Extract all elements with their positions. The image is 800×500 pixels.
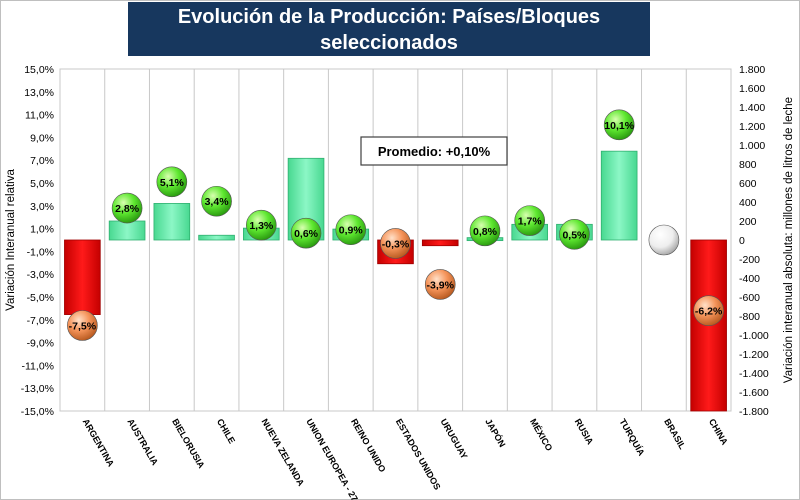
percentage-label: -3,9% (427, 279, 455, 291)
percentage-label: -6,2% (695, 306, 723, 318)
left-tick-label: 15,0% (24, 64, 54, 76)
right-tick-label: 1.600 (739, 83, 765, 95)
percentage-markers: -7,5% 2,8% 5,1% 3,4% 1,3% 0,6% 0,9% -0,3% -3,9% 0… (67, 109, 724, 341)
percentage-label: 0,8% (473, 226, 498, 238)
category-label: CHILE (215, 417, 237, 445)
right-tick-label: 1.400 (739, 102, 765, 114)
percentage-ball (469, 215, 501, 247)
percentage-ball (648, 224, 680, 256)
title-banner: Evolución de la Producción: Países/Bloqu… (128, 2, 650, 74)
right-tick-label: 1.800 (739, 64, 765, 76)
average-annotation: Promedio: +0,10% (360, 136, 508, 166)
right-tick-label: -1.200 (739, 349, 769, 361)
percentage-ball (290, 217, 322, 249)
left-axis-ticks: 15,0% 13,0% 11,0% 9,0% 7,0% 5,0% 3,0% 1,0% -1,0%… (21, 64, 54, 418)
right-tick-label: -400 (739, 273, 760, 285)
right-tick-label: 600 (739, 178, 757, 190)
percentage-label: 3,4% (205, 196, 230, 208)
left-tick-label: -3,0% (27, 269, 54, 281)
right-tick-label: -1.600 (739, 387, 769, 399)
left-tick-label: -5,0% (27, 292, 54, 304)
percentage-ball (603, 109, 635, 141)
category-label: NUEVA ZELANDA (260, 417, 307, 488)
category-label: ESTADOS UNIDOS (394, 417, 443, 492)
percentage-ball (559, 219, 590, 250)
percentage-label: 0,9% (339, 225, 364, 237)
percentage-label: -7,5% (69, 321, 97, 333)
right-tick-label: 1.200 (739, 121, 765, 133)
category-label: RUSIA (573, 417, 596, 447)
category-label: JAPÓN (483, 417, 508, 449)
bar (421, 239, 459, 247)
left-tick-label: -11,0% (22, 360, 55, 372)
percentage-ball (245, 209, 277, 241)
percentage-label: 0,5% (562, 229, 587, 241)
percentage-label: 10,1% (604, 120, 634, 132)
left-tick-label: 5,0% (30, 178, 54, 190)
category-label: REINO UNIDO (349, 417, 388, 474)
percentage-label: 2,8% (115, 203, 140, 215)
percentage-ball (424, 269, 456, 300)
right-tick-label: 200 (739, 216, 757, 228)
right-tick-label: 800 (739, 159, 757, 171)
left-tick-label: 1,0% (30, 224, 54, 236)
percentage-label: 1,3% (249, 220, 274, 232)
bar (198, 234, 235, 241)
percentage-ball (111, 192, 143, 224)
category-label: BIELORUSIA (170, 417, 207, 471)
y2-axis-label: Variación interanual absoluta: millones … (783, 97, 795, 383)
left-tick-label: -1,0% (27, 246, 54, 258)
percentage-ball (693, 295, 724, 326)
chart-title: Evolución de la Producción: Países/Bloqu… (177, 6, 601, 54)
right-tick-label: -1.400 (739, 368, 769, 380)
y-axis-label: Variación Interanual relativa (5, 169, 17, 311)
category-label: CHINA (707, 417, 730, 447)
left-tick-label: -15,0% (21, 406, 54, 418)
right-axis-ticks: 1.800 1.600 1.400 1.200 1.000 800 600 400 200 0 -2… (739, 64, 769, 418)
percentage-label: 0,6% (294, 228, 319, 240)
bar (108, 220, 146, 241)
category-label: TURQUÍA (617, 417, 646, 458)
percentage-label: 5,1% (160, 177, 185, 189)
category-label: MÉXICO (528, 417, 554, 453)
category-label: AUSTRALIA (125, 417, 160, 467)
right-tick-label: -800 (739, 311, 760, 323)
left-tick-label: 9,0% (30, 132, 54, 144)
right-tick-label: 400 (739, 197, 757, 209)
percentage-label: 1,7% (518, 216, 543, 228)
left-tick-label: -7,0% (27, 315, 54, 327)
left-tick-label: 3,0% (30, 201, 54, 213)
category-label: UNION EUROPEA - 27 (304, 417, 360, 500)
right-tick-label: -600 (739, 292, 760, 304)
average-annotation-text: Promedio: +0,10% (378, 144, 491, 159)
category-label: ARGENTINA (81, 417, 117, 469)
category-labels: ARGENTINA AUSTRALIA BIELORUSIA CHILE NUEVA Z… (81, 417, 730, 500)
percentage-ball (67, 310, 98, 341)
percentage-label: -0,3% (382, 238, 410, 250)
grid-lines (104, 69, 687, 411)
right-tick-label: -200 (739, 254, 760, 266)
right-tick-label: 0 (739, 235, 745, 247)
left-tick-label: 11,0% (25, 110, 54, 122)
right-tick-label: -1.800 (739, 406, 769, 418)
category-label: URUGUAY (439, 417, 470, 461)
left-tick-label: 7,0% (30, 155, 54, 167)
right-tick-label: -1.000 (739, 330, 769, 342)
bar (64, 239, 101, 315)
percentage-ball (514, 205, 546, 236)
left-tick-label: -9,0% (27, 338, 54, 350)
percentage-ball (201, 185, 232, 217)
category-label: BRASIL (662, 417, 688, 451)
right-tick-label: 1.000 (739, 140, 765, 152)
left-tick-label: 13,0% (24, 87, 54, 99)
percentage-ball (335, 214, 367, 246)
bar (600, 150, 638, 241)
percentage-ball (380, 228, 411, 259)
left-tick-label: -13,0% (21, 383, 54, 395)
percentage-ball (156, 166, 188, 198)
bar (153, 203, 191, 241)
